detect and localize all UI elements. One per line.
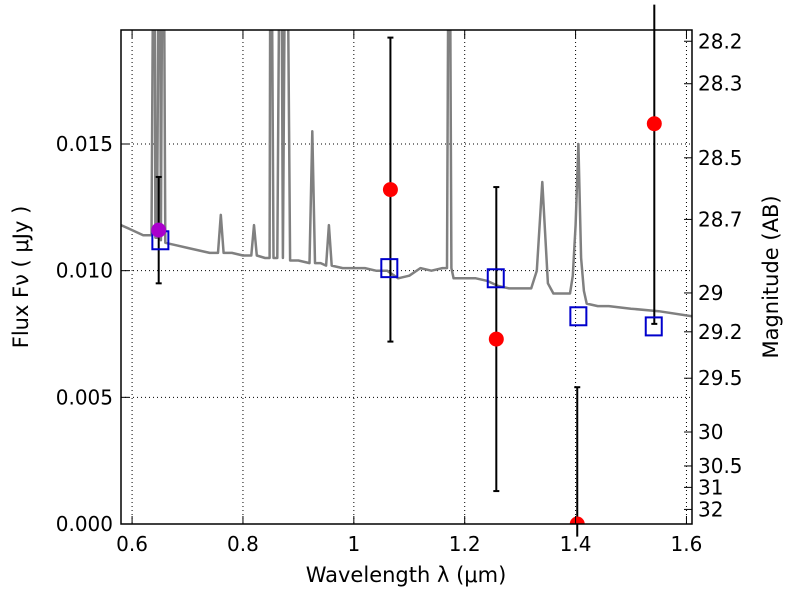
magnitude-axis-title: Magnitude (AB) [759,195,783,358]
magnitude-tick-label: 28.3 [698,72,743,96]
y-axis-ticks: 0.000 0.005 0.010 0.015 [56,132,129,536]
magnitude-tick-label: 28.7 [698,207,743,231]
observed-point [151,222,167,238]
observed-point [569,516,585,524]
magnitude-tick-label: 28.2 [698,29,743,53]
magnitude-tick-label: 30.5 [698,454,743,478]
y-tick-label: 0.015 [56,132,113,156]
x-tick-label: 0.8 [227,532,259,556]
magnitude-tick-label: 30 [698,420,723,444]
x-tick-label: 0.6 [116,532,148,556]
magnitude-tick-label: 29.2 [698,320,743,344]
x-tick-label: 1.2 [449,532,481,556]
magnitude-tick-label: 28.5 [698,146,743,170]
magnitude-tick-label: 32 [698,497,723,521]
x-tick-label: 1.4 [560,532,592,556]
model-photometry-square [644,316,663,337]
x-tick-label: 1 [347,532,360,556]
observed-point [646,116,662,132]
observed-point [488,331,504,347]
template-spectrum-layer [121,30,692,318]
y-tick-label: 0.000 [56,512,113,536]
y-tick-label: 0.010 [56,259,113,283]
magnitude-tick-label: 29 [698,281,723,305]
model-photometry-square [486,268,505,289]
magnitude-tick-label: 29.5 [698,366,743,390]
x-axis-ticks: 0.6 0.8 1 1.2 1.4 1.6 [116,30,702,556]
magnitude-tick-label: 31 [698,475,723,499]
model-photometry-layer [151,230,663,337]
template-spectrum-line [121,30,692,318]
model-photometry-square [380,258,399,279]
observed-point [382,182,398,198]
x-axis-title: Wavelength λ (μm) [306,563,507,587]
y-tick-label: 0.005 [56,385,113,409]
plot-frame [120,29,693,525]
observed-points-layer [151,116,662,524]
y-axis-title: Flux Fν ( μJy ) [9,206,33,349]
x-tick-label: 1.6 [671,532,703,556]
model-photometry-square [569,306,588,327]
